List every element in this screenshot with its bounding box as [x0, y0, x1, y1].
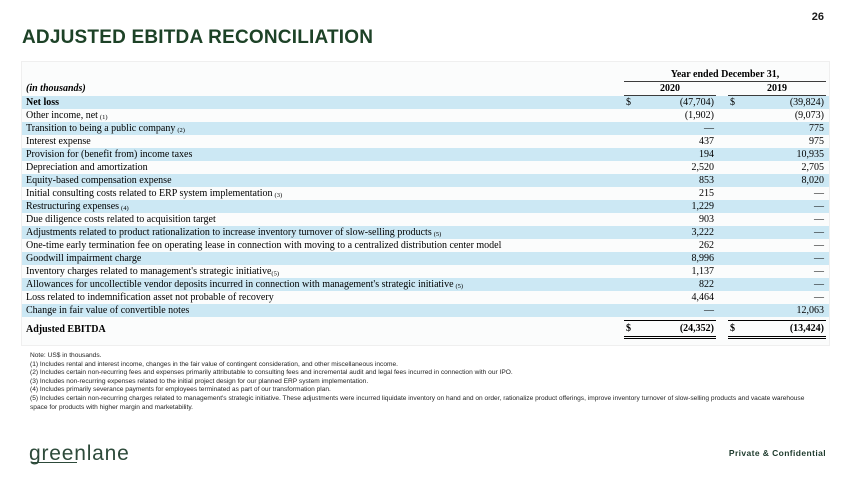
value-cell: 4,464 — [691, 292, 715, 303]
total-2019-amount: (13,424) — [789, 322, 824, 334]
value-cell: — — [814, 214, 824, 225]
value-cell: 2,520 — [691, 162, 715, 173]
total-row: Adjusted EBITDA $ (24,352) $ (13,424) — [22, 317, 829, 341]
table-row: Interest expense 437 975 — [26, 136, 824, 147]
period-header-group: Year ended December 31, 2020 2019 — [624, 69, 826, 96]
value-cell: — — [814, 201, 824, 212]
table-row: Inventory charges related to management'… — [26, 265, 824, 278]
footnote-ref: (3) — [274, 192, 283, 200]
table-row: Change in fair value of convertible note… — [22, 304, 829, 317]
value-cell: — — [814, 240, 824, 251]
table-row: Depreciation and amortization 2,520 2,705 — [26, 162, 825, 173]
value-cell: 10,935 — [796, 149, 825, 160]
value-cell: 437 — [699, 136, 714, 147]
value-cell: 1,137 — [691, 266, 715, 277]
value-cell: — — [814, 227, 824, 238]
table-row: Equity-based compensation expense 853 8,02… — [22, 174, 829, 187]
units-label: (in thousands) — [26, 83, 86, 94]
table-header: (in thousands) Year ended December 31, 2… — [22, 62, 829, 96]
footnote-ref: (2) — [177, 127, 185, 135]
dollar-sign: $ — [730, 322, 735, 334]
dollar-sign: $ — [626, 322, 631, 334]
total-value-2020: $ (24,352) — [624, 319, 716, 339]
value-cell: — — [814, 188, 824, 199]
value-cell: 775 — [809, 123, 824, 134]
footnote-ref: (5) — [271, 270, 280, 278]
table-row: One-time early termination fee on operat… — [26, 240, 824, 251]
value-cell: 12,063 — [796, 305, 825, 316]
footnote-line: Note: US$ in thousands. — [30, 352, 102, 359]
footnote-ref: (4) — [121, 205, 129, 213]
footnote-ref: (5) — [455, 283, 464, 291]
value-cell: — — [704, 123, 714, 134]
value-cell: — — [814, 266, 824, 277]
value-cell: 215 — [699, 188, 714, 199]
value-cell: 194 — [699, 149, 714, 160]
column-gap — [716, 83, 728, 96]
table-row: Goodwill impairment charge 8,996— — [22, 252, 829, 265]
value-cell: $ (47,704) — [626, 97, 714, 108]
column-gap — [716, 327, 728, 331]
total-value-2019: $ (13,424) — [728, 319, 826, 339]
value-cell: 3,222 — [691, 227, 715, 238]
value-cell: $ (39,824) — [730, 97, 824, 108]
footnote-line: (5) Includes certain non-recurring charg… — [30, 394, 805, 411]
footnote-ref: (5) — [433, 231, 442, 239]
value-cell: 8,996 — [691, 253, 715, 264]
footnote-ref: (1) — [99, 114, 108, 122]
value-cell: 903 — [699, 214, 714, 225]
table-row: Transition to being a public company (2) —… — [22, 122, 829, 135]
value-cell: — — [814, 292, 824, 303]
value-cell: — — [814, 253, 824, 264]
table-row: Initial consulting costs related to ERP … — [26, 187, 824, 200]
column-header-2020: 2020 — [624, 83, 716, 96]
value-cell: (1,902) — [684, 110, 714, 121]
table-row: Allowances for uncollectible vendor depo… — [22, 278, 829, 291]
value-cell: (9,073) — [794, 110, 824, 121]
column-header-2019: 2019 — [728, 83, 826, 96]
value-cell: 975 — [809, 136, 824, 147]
table-row: Adjustments related to product rationali… — [22, 226, 829, 239]
footnote-line: (4) Includes primarily severance payment… — [30, 386, 331, 394]
value-cell: — — [814, 279, 824, 290]
table-row: Provision for (benefit from) income taxe… — [22, 148, 829, 161]
total-label: Adjusted EBITDA — [26, 323, 106, 335]
table-row: Loss related to indemnification asset no… — [26, 292, 824, 303]
value-cell: — — [704, 305, 714, 316]
period-header: Year ended December 31, — [624, 69, 826, 82]
table-row: Net loss $ (47,704) $ (39,824) — [22, 96, 829, 109]
value-cell: 853 — [699, 175, 714, 186]
total-2020-amount: (24,352) — [679, 322, 714, 334]
footnotes: Note: US$ in thousands. (1) Includes rent… — [30, 352, 822, 412]
value-cell: 8,020 — [801, 175, 825, 186]
footnote-line: (3) Includes non-recurring expenses rela… — [30, 377, 369, 385]
confidentiality-label: Private & Confidential — [728, 448, 826, 458]
value-cell: 262 — [699, 240, 714, 251]
table-rows: Net loss $ (47,704) $ (39,824) Other income, … — [22, 96, 829, 317]
value-cell: 1,229 — [691, 201, 715, 212]
value-cell: 2,705 — [801, 162, 825, 173]
page-title: ADJUSTED EBITDA RECONCILIATION — [22, 27, 374, 48]
footnote-line: (1) Includes rental and interest income,… — [30, 360, 398, 368]
table-row: Restructuring expenses (4) 1,229— — [22, 200, 829, 213]
ebitda-reconciliation-table: (in thousands) Year ended December 31, 2… — [22, 62, 829, 345]
greenlane-logo: greenlane — [29, 442, 130, 465]
table-row: Due diligence costs related to acquisiti… — [26, 214, 824, 225]
table-row: Other income, net (1) (1,902) (9,073) — [26, 109, 824, 122]
page-number: 26 — [811, 11, 824, 23]
value-cell: 822 — [699, 279, 714, 290]
footnote-line: (2) Includes certain non-recurring fees … — [30, 369, 513, 377]
